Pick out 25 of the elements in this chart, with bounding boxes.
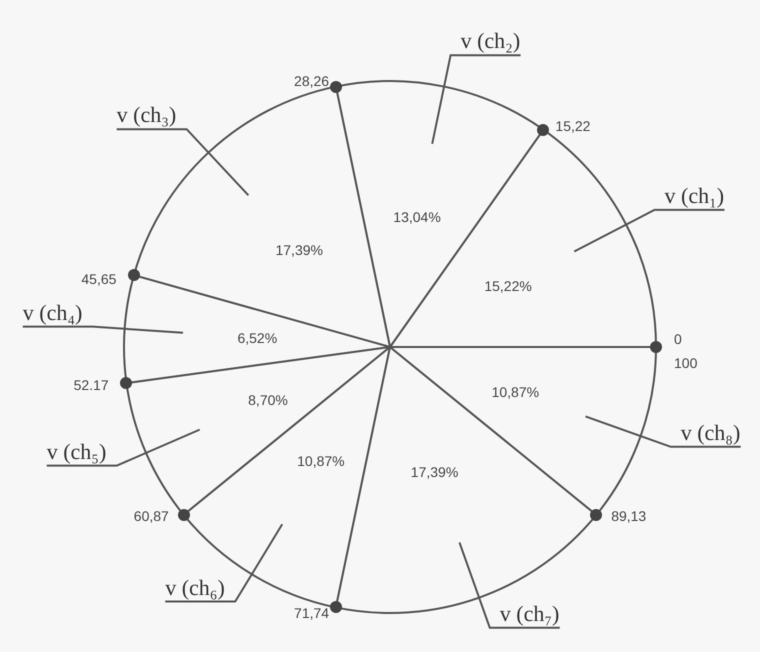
slice-label: v (ch₆): [165, 574, 225, 601]
text: 60,87: [134, 508, 169, 524]
text: 100: [674, 355, 698, 371]
data-label: 10,87%: [492, 384, 540, 400]
data-label: 13,04%: [393, 208, 441, 225]
text: 15,22: [555, 118, 590, 134]
text: 0: [674, 331, 682, 347]
slice-label: v (ch₄): [22, 300, 82, 326]
data-label: 15,22%: [484, 278, 532, 294]
slice-label: v (ch₈): [680, 420, 740, 446]
data-label: 10,87%: [297, 452, 345, 469]
slice-label: v (ch₇): [500, 600, 560, 627]
text: 28,26: [294, 72, 330, 89]
text: 71,74: [294, 605, 330, 622]
slice-label: v (ch₂): [460, 28, 520, 54]
slice-label: v (ch₃): [116, 102, 176, 128]
slice-label: v (ch₅): [46, 438, 106, 465]
text: 89,13: [611, 508, 646, 524]
data-label: 8,70%: [248, 392, 288, 408]
data-label: 17,39%: [275, 242, 323, 258]
text: 45,65: [81, 271, 116, 288]
data-label: 6,52%: [237, 330, 278, 346]
slice-label: v (ch₁): [664, 182, 724, 209]
data-label: 17,39%: [410, 464, 458, 480]
text: 52.17: [74, 377, 109, 394]
